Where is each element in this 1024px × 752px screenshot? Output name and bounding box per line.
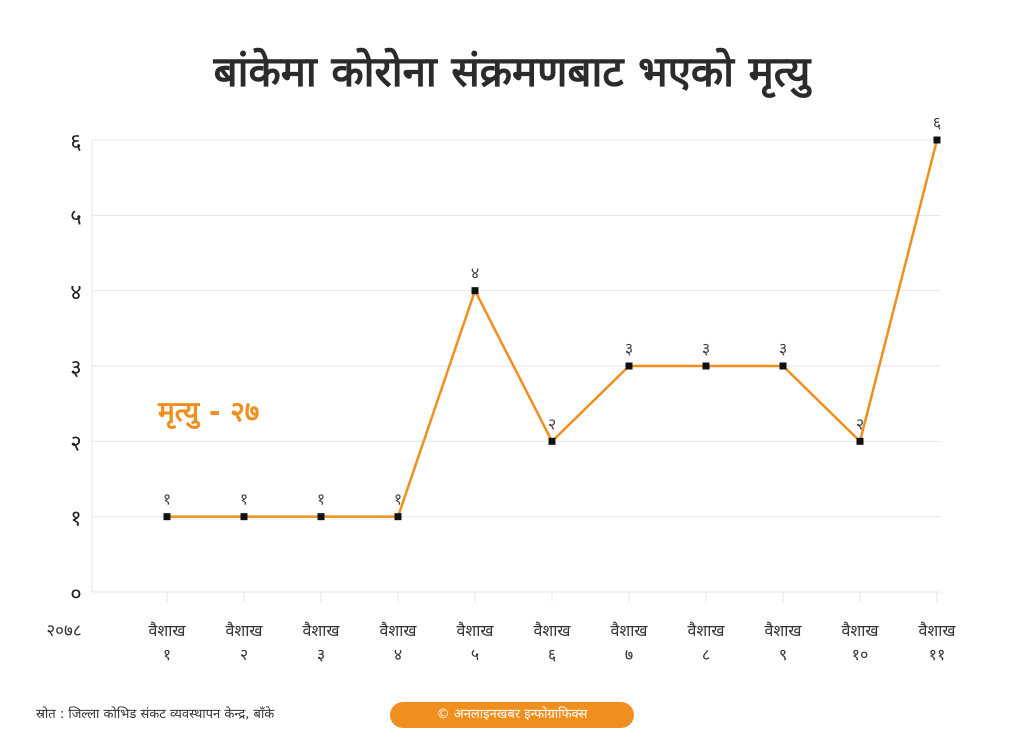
data-point	[933, 136, 941, 144]
chart-title: बांकेमा कोरोना संक्रमणबाट भएको मृत्यु	[213, 47, 811, 96]
data-label: ६	[933, 113, 941, 132]
x-tick-label-day: २	[240, 645, 248, 664]
x-tick-label-month: वैशाख	[533, 621, 571, 640]
y-tick-label: ६	[70, 130, 81, 155]
data-label: २	[856, 414, 864, 433]
data-point	[625, 362, 633, 370]
data-label: ४	[471, 264, 479, 283]
x-tick-label-day: १०	[852, 645, 869, 664]
x-tick-label-month: वैशाख	[841, 621, 879, 640]
x-tick-label-day: ६	[548, 645, 556, 664]
x-tick-label-month: वैशाख	[379, 621, 417, 640]
total-deaths-annotation: मृत्यु - २७	[158, 395, 260, 428]
data-point	[240, 513, 248, 521]
x-tick-label-month: वैशाख	[687, 621, 725, 640]
x-tick-label-day: ७	[625, 645, 633, 664]
data-point	[779, 362, 787, 370]
data-point	[394, 513, 402, 521]
x-tick-label-month: वैशाख	[225, 621, 263, 640]
y-tick-label: १	[70, 507, 81, 532]
data-point	[548, 437, 556, 445]
data-label: ३	[702, 339, 710, 358]
source-note: स्रोत : जिल्ला कोभिड संकट व्यवस्थापन केन…	[36, 707, 275, 722]
x-axis-ticks: २०७८ वैशाख १ वैशाख २ वैशाख ३ वैशाख ४ वैशाख ५ वैशाख ६…	[46, 621, 956, 664]
x-tick-label-month: वैशाख	[302, 621, 340, 640]
data-label: ३	[625, 339, 633, 358]
x-tick-label-month: वैशाख	[918, 621, 956, 640]
data-points	[163, 136, 941, 521]
data-point	[856, 437, 864, 445]
y-tick-label: ४	[70, 281, 81, 306]
x-tick-label-day: ११	[929, 645, 946, 664]
x-tick-label-day: ८	[702, 645, 710, 664]
x-tick-label-day: ५	[471, 645, 479, 664]
x-tick-label-month: वैशाख	[456, 621, 494, 640]
x-tick-label-day: ४	[394, 645, 402, 664]
data-point	[471, 287, 479, 295]
data-label: १	[394, 490, 402, 509]
data-label: १	[240, 490, 248, 509]
y-tick-label: ५	[70, 205, 81, 230]
data-labels: १ १ १ १ ४ २ ३ ३ ३ २ ६	[163, 113, 941, 509]
y-axis-ticks: ० १ २ ३ ४ ५ ६	[70, 130, 81, 607]
deaths-series-line	[167, 139, 939, 518]
x-tick-label-day: ३	[317, 645, 325, 664]
data-point	[317, 513, 325, 521]
credit-badge: © अनलाइनखबर इन्फोग्राफिक्स	[390, 702, 634, 728]
x-tick-label-day: ९	[779, 645, 787, 664]
data-point	[702, 362, 710, 370]
y-tick-label: २	[70, 431, 81, 456]
y-tick-label: ०	[70, 582, 81, 607]
x-tick-label-month: वैशाख	[764, 621, 802, 640]
y-tick-label: ३	[70, 356, 81, 381]
data-label: १	[163, 490, 171, 509]
series-line	[167, 139, 939, 518]
data-label: ३	[779, 339, 787, 358]
x-tick-label-day: १	[163, 645, 171, 664]
data-point	[163, 513, 171, 521]
data-label: २	[548, 414, 556, 433]
data-label: १	[317, 490, 325, 509]
x-tick-label-month: वैशाख	[148, 621, 186, 640]
x-tick-label-month: वैशाख	[610, 621, 648, 640]
year-label: २०७८	[46, 621, 81, 641]
